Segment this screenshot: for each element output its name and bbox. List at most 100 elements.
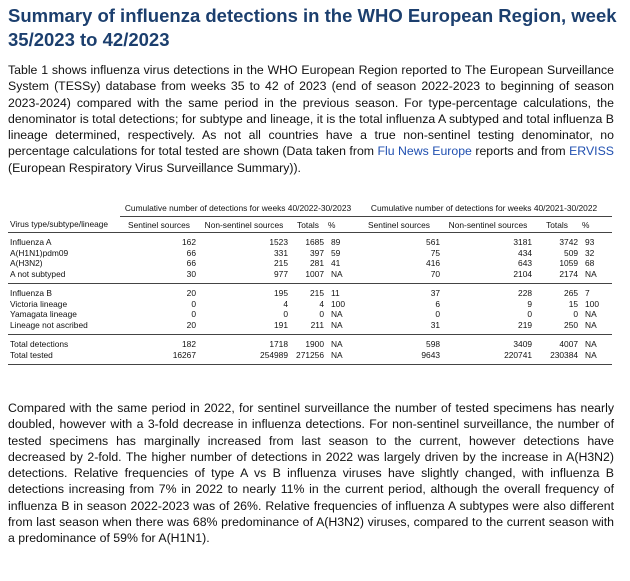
table-cell: 397 (310, 247, 324, 258)
table-cell: 93 (585, 237, 595, 247)
table-cell: 211 (310, 319, 324, 330)
row-label: Total detections (10, 339, 69, 349)
table-cell: NA (331, 349, 343, 360)
table-cell: 1718 (269, 339, 288, 349)
intro-paragraph: Table 1 shows influenza virus detections… (8, 62, 614, 176)
table-cell: 89 (331, 237, 341, 247)
group-header-row: Cumulative number of detections for week… (8, 203, 613, 217)
column-header: Sentinel sources (356, 216, 443, 233)
table-cell: 32 (585, 247, 595, 258)
table-cell: 250 (564, 319, 579, 330)
table-cell: 191 (274, 319, 288, 330)
table-cell: 70 (430, 268, 441, 279)
intro-text: (European Respiratory Virus Surveillance… (8, 160, 301, 175)
column-header: Non-sentinel sources (198, 216, 290, 233)
table-cell: 0 (319, 309, 324, 319)
table-cell: 254989 (260, 349, 288, 360)
table-cell: 0 (573, 309, 579, 319)
table-cell: 66 (186, 258, 196, 268)
table-cell: 6 (435, 298, 441, 309)
detections-table: Cumulative number of detections for week… (8, 203, 613, 365)
column-header: Totals (290, 216, 326, 233)
table-cell: 509 (564, 247, 579, 258)
intro-text: Table 1 shows influenza virus detections… (8, 63, 614, 159)
table-cell: 977 (274, 268, 288, 279)
source-link[interactable]: Flu News Europe (377, 144, 472, 159)
table-cell: 3742 (559, 237, 579, 247)
table-row: Influenza B 20 195 215 11 37 228 265 7 (8, 284, 612, 299)
column-header-row: Virus type/subtype/lineage Sentinel sourc… (8, 216, 613, 233)
table-cell: NA (585, 349, 597, 360)
table-cell: NA (585, 319, 597, 330)
column-header: % (580, 216, 613, 233)
row-label: Yamagata lineage (10, 309, 77, 319)
row-label: A(H1N1)pdm09 (10, 247, 69, 258)
table-row: A(H1N1)pdm09 66 331 397 59 75 434 509 32 (8, 248, 612, 259)
table-cell: 598 (426, 339, 441, 349)
table-cell: NA (585, 268, 597, 279)
column-header: Virus type/subtype/lineage (8, 216, 120, 233)
table-section: Influenza A 162 1523 1685 89 561 3181 3742 93 A(H… (8, 233, 613, 284)
table-row: Lineage not ascribed 20 191 211 NA 31 219 250 NA (8, 320, 612, 335)
table-cell: 3181 (513, 237, 533, 247)
table-cell: 75 (430, 247, 441, 258)
table-cell: 1523 (269, 237, 288, 247)
table-cell: 561 (426, 237, 441, 247)
table-cell: 265 (564, 288, 579, 298)
table-cell: 0 (191, 309, 196, 319)
table-cell: 215 (274, 258, 288, 268)
row-label: Victoria lineage (10, 298, 68, 309)
table-row: Total tested 16267 254989 271256 NA 9643 22074… (8, 350, 612, 365)
table-cell: 434 (518, 247, 533, 258)
table-cell: 4 (283, 298, 288, 309)
table-cell: 3409 (513, 339, 533, 349)
table-cell: 228 (518, 288, 533, 298)
table-cell: NA (331, 319, 343, 330)
table-section: Total detections 182 1718 1900 NA 598 3409 4007… (8, 335, 613, 365)
table-cell: 66 (186, 247, 196, 258)
table-cell: NA (585, 339, 597, 349)
table-cell: 15 (568, 298, 579, 309)
table-cell: 20 (186, 319, 196, 330)
table-cell: 215 (310, 288, 324, 298)
table-cell: 271256 (296, 349, 324, 360)
table-cell: 30 (186, 268, 196, 279)
table-cell: 1685 (305, 237, 324, 247)
table-cell: 31 (430, 319, 441, 330)
empty-header (8, 203, 120, 216)
table-cell: 220741 (504, 349, 533, 360)
source-link[interactable]: ERVISS (569, 144, 614, 159)
table-cell: 219 (518, 319, 533, 330)
row-label: Influenza B (10, 288, 52, 298)
page-title: Summary of influenza detections in the W… (8, 5, 617, 50)
table-cell: 182 (182, 339, 196, 349)
table-cell: 162 (182, 237, 196, 247)
table-cell: 4 (319, 298, 324, 309)
table-cell: 416 (426, 258, 441, 268)
table-cell: 11 (331, 288, 340, 298)
summary-paragraph: Compared with the same period in 2022, f… (8, 401, 614, 546)
table-row: A(H3N2) 66 215 281 41 416 643 1059 68 (8, 258, 612, 269)
table-cell: 16267 (172, 349, 196, 360)
table-cell: 0 (527, 309, 533, 319)
table-cell: 59 (331, 247, 341, 258)
table-cell: 37 (430, 288, 441, 298)
table-cell: 68 (585, 258, 595, 268)
table-cell: 2104 (513, 268, 533, 279)
table-cell: 41 (331, 258, 341, 268)
table-row: Yamagata lineage 0 0 0 NA 0 0 0 NA (8, 309, 612, 320)
table-cell: 20 (186, 288, 196, 298)
row-label: Influenza A (10, 237, 52, 247)
column-header: Totals (534, 216, 581, 233)
row-label: A(H3N2) (10, 258, 43, 268)
table-cell: 4007 (559, 339, 579, 349)
row-label: A not subtyped (10, 268, 66, 279)
intro-text: reports and from (471, 144, 570, 159)
table-cell: 0 (283, 309, 288, 319)
table-cell: 195 (274, 288, 288, 298)
table-cell: 1900 (305, 339, 324, 349)
table-cell: 0 (191, 298, 196, 309)
table-cell: 9643 (421, 349, 441, 360)
table-cell: 100 (585, 298, 599, 309)
